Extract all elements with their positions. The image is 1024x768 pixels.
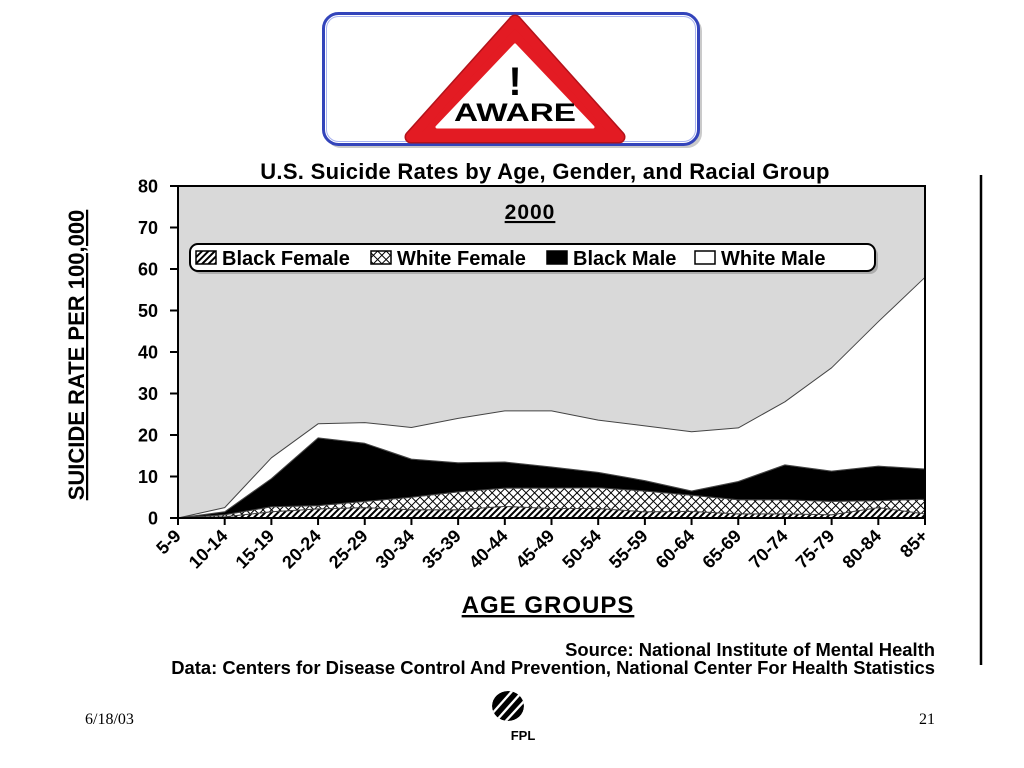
chart-title: U.S. Suicide Rates by Age, Gender, and R…	[260, 159, 830, 184]
legend-item-white-male: White Male	[694, 248, 825, 270]
y-tick-label: 0	[148, 509, 158, 529]
legend-item-white-female: White Female	[370, 248, 526, 270]
x-tick-label: 35-39	[418, 526, 465, 573]
x-tick-label: 70-74	[745, 526, 792, 573]
x-tick-label: 65-69	[698, 526, 745, 573]
page-number: 21	[919, 711, 935, 728]
chart-subtitle: 2000	[505, 201, 556, 224]
y-tick-label: 50	[138, 301, 158, 321]
y-tick-label: 80	[138, 177, 158, 197]
legend-swatch-white-male	[694, 250, 716, 265]
warning-triangle-inner	[435, 43, 595, 129]
legend-item-black-male: Black Male	[546, 248, 676, 270]
x-tick-label: 15-19	[232, 526, 279, 573]
y-tick-label: 60	[138, 260, 158, 280]
x-tick-label: 45-49	[512, 526, 559, 573]
x-axis-label: AGE GROUPS	[462, 592, 635, 619]
fpl-emblem-icon	[492, 691, 524, 721]
footer: 6/18/03 21 FPL	[85, 691, 935, 743]
legend-label-white-female: White Female	[397, 248, 526, 270]
legend-label-black-female: Black Female	[222, 248, 350, 270]
legend-swatch-black-female	[195, 250, 217, 265]
x-tick-label: 50-54	[558, 526, 605, 573]
data-note: Data: Centers for Disease Control And Pr…	[171, 657, 935, 678]
legend-swatch-black-male	[546, 250, 568, 265]
fpl-logo: FPL	[492, 691, 536, 743]
x-tick-label: 40-44	[465, 526, 512, 573]
x-tick-label: 5-9	[152, 526, 185, 559]
y-tick-label: 30	[138, 384, 158, 404]
x-tick-label: 10-14	[185, 526, 232, 573]
source-notes: Source: National Institute of Mental Hea…	[171, 639, 935, 678]
y-tick-label: 40	[138, 343, 158, 363]
x-tick-label: 75-79	[792, 526, 839, 573]
plot-areas	[177, 276, 926, 519]
legend-swatch-white-female	[370, 250, 392, 265]
source-note: Source: National Institute of Mental Hea…	[565, 639, 935, 660]
x-tick-label: 80-84	[838, 526, 885, 573]
exclamation-icon: !	[508, 60, 521, 104]
x-tick-label: 25-29	[325, 526, 372, 573]
aware-sign: ! AWARE	[322, 12, 702, 148]
x-tick-label: 30-34	[372, 526, 419, 573]
x-axis: 5-9 10-14 15-19 20-24 25-29 30-34 35-39 40-44 45…	[152, 518, 932, 572]
legend-item-black-female: Black Female	[195, 248, 350, 270]
y-tick-label: 10	[138, 467, 158, 487]
legend-label-black-male: Black Male	[573, 248, 676, 270]
legend-label-white-male: White Male	[721, 248, 825, 270]
x-tick-label: 55-59	[605, 526, 652, 573]
y-axis: 0 10 20 30 40 50 60 70 80	[138, 177, 178, 529]
chart: U.S. Suicide Rates by Age, Gender, and R…	[64, 159, 932, 619]
x-tick-label: 20-24	[278, 526, 325, 573]
sign-label: AWARE	[454, 99, 576, 127]
y-tick-label: 20	[138, 426, 158, 446]
legend: Black Female White Female Black Male Whi…	[189, 243, 878, 274]
fpl-logo-text: FPL	[511, 728, 536, 743]
x-tick-label: 85+	[896, 526, 932, 562]
y-axis-label: SUICIDE RATE PER 100,000	[64, 210, 89, 501]
footer-date: 6/18/03	[85, 711, 134, 728]
x-tick-label: 60-64	[652, 526, 699, 573]
y-tick-label: 70	[138, 218, 158, 238]
